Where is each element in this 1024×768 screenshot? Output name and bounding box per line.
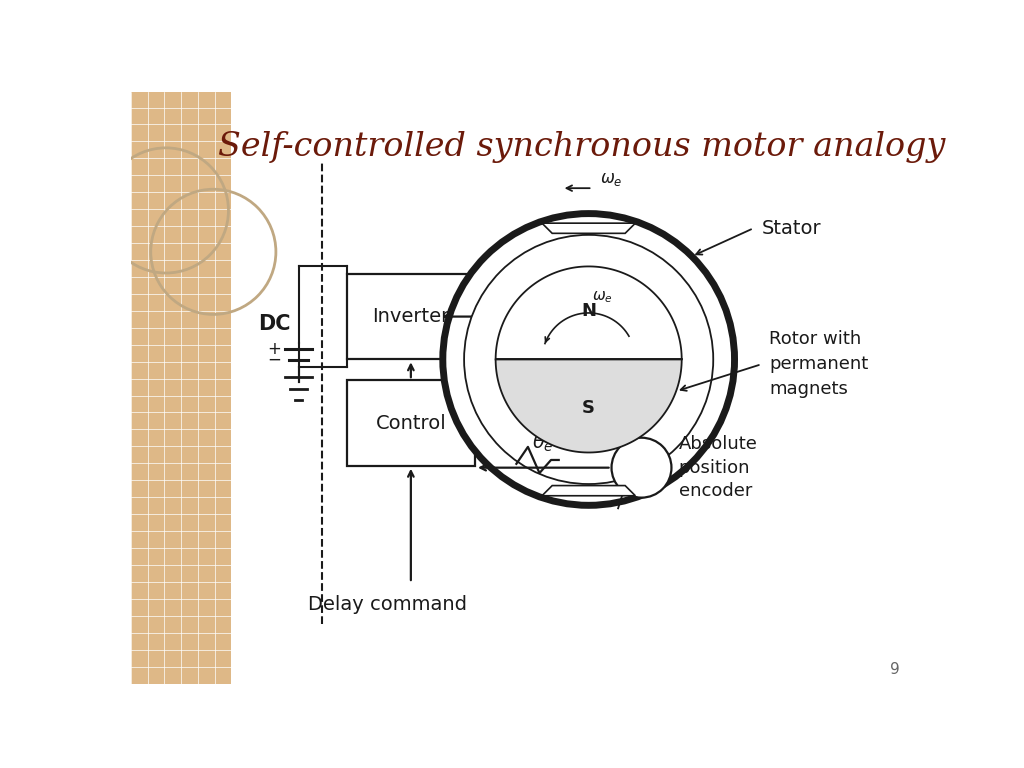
Text: Stator: Stator <box>762 219 821 237</box>
Circle shape <box>464 235 714 484</box>
Text: $\omega_e$: $\omega_e$ <box>600 170 623 188</box>
Text: Absolute
position
encoder: Absolute position encoder <box>679 435 758 500</box>
Text: $\omega_e$: $\omega_e$ <box>592 290 613 306</box>
Polygon shape <box>131 92 231 684</box>
Text: +: + <box>267 340 281 358</box>
Circle shape <box>442 214 734 505</box>
Polygon shape <box>496 359 682 452</box>
Polygon shape <box>542 485 635 495</box>
Text: Self-controlled synchronous motor analogy: Self-controlled synchronous motor analog… <box>218 131 945 163</box>
FancyBboxPatch shape <box>346 380 475 466</box>
FancyBboxPatch shape <box>346 273 475 359</box>
Polygon shape <box>496 266 682 359</box>
Text: Control: Control <box>376 413 446 432</box>
Text: DC: DC <box>258 314 291 334</box>
Text: Inverter: Inverter <box>373 307 450 326</box>
Text: S: S <box>583 399 595 417</box>
Text: $\theta_e$: $\theta_e$ <box>532 432 554 454</box>
Text: Delay command: Delay command <box>308 595 467 614</box>
Circle shape <box>611 438 672 498</box>
Text: N: N <box>582 302 596 320</box>
Text: Rotor with
permanent
magnets: Rotor with permanent magnets <box>769 330 868 398</box>
Text: −: − <box>267 351 281 369</box>
Polygon shape <box>542 223 635 233</box>
Text: 9: 9 <box>890 662 900 677</box>
